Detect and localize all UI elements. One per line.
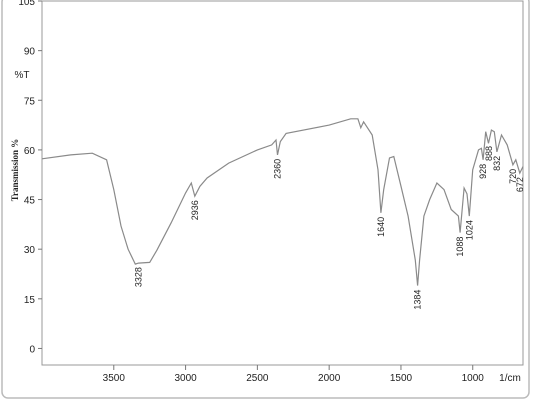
x-tick-label: 3500 xyxy=(103,373,126,384)
peak-label: 888 xyxy=(484,146,494,161)
spectrum-line xyxy=(41,118,524,286)
peak-label: 2360 xyxy=(273,159,283,179)
peak-label: 1640 xyxy=(376,217,386,237)
y-tick-label: 30 xyxy=(24,245,36,256)
y-tick-label: 75 xyxy=(24,96,36,107)
y-tick-label: 45 xyxy=(24,196,36,207)
plot-area xyxy=(41,0,524,366)
x-tick-label: 1000 xyxy=(462,373,485,384)
peak-label: 1024 xyxy=(464,220,474,240)
peak-label: 672 xyxy=(515,177,525,192)
y-tick-label: 15 xyxy=(24,295,36,306)
y-unit-label: %T xyxy=(15,70,30,81)
peak-label: 832 xyxy=(492,156,502,171)
peak-label: 1088 xyxy=(455,237,465,257)
x-tick-label: 1500 xyxy=(390,373,413,384)
x-tick-label: 3000 xyxy=(174,373,197,384)
y-axis-title: Transmission % xyxy=(10,139,20,202)
x-unit-label: 1/cm xyxy=(499,373,521,384)
y-tick-label: 90 xyxy=(24,47,36,58)
peak-label: 928 xyxy=(478,164,488,179)
x-tick-label: 2000 xyxy=(318,373,341,384)
peak-label: 2936 xyxy=(190,200,200,220)
y-tick-label: 105 xyxy=(18,0,35,8)
peak-label: 1384 xyxy=(413,290,423,310)
x-tick-label: 2500 xyxy=(246,373,269,384)
peak-label: 720 xyxy=(508,169,518,184)
peak-label: 3328 xyxy=(134,267,144,287)
y-tick-label: 60 xyxy=(24,146,36,157)
y-tick-label: 0 xyxy=(29,344,35,355)
